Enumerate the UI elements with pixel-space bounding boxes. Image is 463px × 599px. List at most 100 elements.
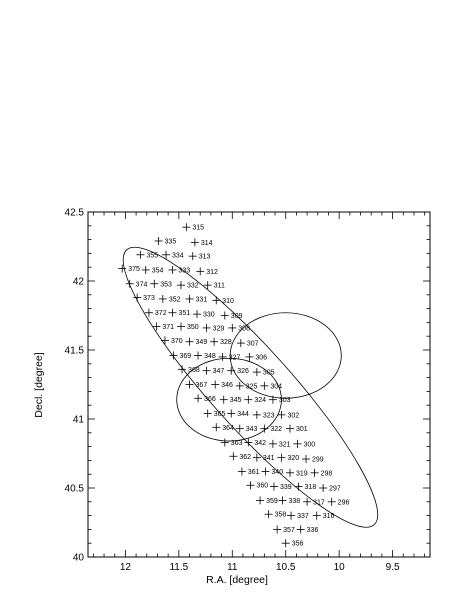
point-label: 331 (196, 296, 208, 303)
x-axis-label: R.A. [degree] (206, 574, 268, 586)
point-label: 326 (237, 368, 249, 375)
y-tick-label: 40.5 (65, 484, 85, 495)
point-label: 365 (214, 411, 226, 418)
point-label: 340 (271, 469, 283, 476)
point-label: 319 (296, 470, 308, 477)
plot-area: 12 11.5 11 10.5 10 9.5 40 40.5 41 41.5 42 42.5 315 33… (65, 208, 431, 573)
point-label: 355 (146, 252, 158, 259)
point-label: 374 (136, 281, 148, 288)
point-label: 297 (329, 486, 341, 493)
point-label: 342 (254, 440, 266, 447)
point-label: 337 (297, 513, 309, 520)
y-axis-label: Decl. [degree] (33, 352, 45, 417)
x-tick-label: 10.5 (276, 562, 296, 573)
y-tick-label: 41.5 (65, 346, 85, 357)
point-label: 354 (152, 267, 164, 274)
point-label: 358 (275, 512, 287, 519)
point-label: 345 (230, 397, 242, 404)
point-label: 333 (178, 267, 190, 274)
point-label: 359 (266, 498, 278, 505)
point-label: 320 (287, 455, 299, 462)
point-label: 313 (199, 254, 211, 261)
point-label: 324 (254, 397, 266, 404)
point-label: 306 (255, 354, 267, 361)
point-label: 351 (178, 310, 190, 317)
point-label: 352 (169, 296, 181, 303)
point-label: 305 (263, 370, 275, 377)
point-label: 370 (171, 338, 183, 345)
point-label: 296 (338, 499, 350, 506)
x-tick-label: 10 (334, 562, 346, 573)
point-label: 302 (287, 412, 299, 419)
y-tick-label: 41 (73, 415, 85, 426)
x-tick-label: 11.5 (169, 562, 188, 573)
point-label: 323 (263, 412, 275, 419)
point-label: 312 (206, 269, 218, 276)
point-label: 347 (213, 368, 225, 375)
x-tick-label: 9.5 (386, 562, 400, 573)
point-label: 341 (263, 455, 275, 462)
point-label: 346 (221, 382, 233, 389)
point-label: 304 (270, 383, 282, 390)
point-label: 300 (303, 441, 315, 448)
point-label: 363 (231, 440, 243, 447)
point-label: 349 (196, 339, 208, 346)
point-label: 375 (128, 266, 140, 273)
point-label: 339 (280, 484, 292, 491)
ellipse-small-lower (176, 357, 282, 442)
y-tick-label: 40 (73, 553, 85, 564)
point-label: 338 (289, 498, 301, 505)
point-label: 316 (323, 513, 335, 520)
point-label: 366 (204, 396, 216, 403)
point-label: 307 (247, 341, 259, 348)
point-label: 329 (213, 325, 225, 332)
point-label: 343 (246, 426, 258, 433)
point-label: 332 (187, 283, 199, 290)
point-label: 368 (188, 367, 200, 374)
point-label: 372 (155, 310, 167, 317)
ellipse-large (122, 246, 379, 528)
point-label: 298 (321, 470, 333, 477)
ellipse-small-upper (229, 312, 342, 399)
point-label: 314 (201, 240, 213, 247)
point-label: 299 (312, 457, 324, 464)
point-label: 303 (279, 397, 291, 404)
point-label: 369 (180, 353, 192, 360)
plot-frame (87, 211, 431, 558)
point-label: 362 (239, 454, 251, 461)
x-tick-label: 12 (120, 562, 132, 573)
point-label: 310 (222, 298, 234, 305)
point-label: 308 (238, 325, 250, 332)
point-label: 353 (160, 281, 172, 288)
x-tick-label: 11 (227, 562, 238, 573)
point-label: 348 (204, 353, 216, 360)
point-label: 335 (165, 238, 177, 245)
point-label: 309 (231, 313, 243, 320)
point-label: 327 (229, 354, 241, 361)
point-label: 373 (143, 295, 155, 302)
point-label: 315 (192, 225, 204, 232)
point-label: 318 (305, 484, 317, 491)
point-label: 325 (246, 383, 258, 390)
point-label: 330 (203, 312, 215, 319)
point-label: 361 (248, 469, 260, 476)
point-label: 360 (256, 483, 268, 490)
point-label: 350 (187, 324, 199, 331)
point-label: 371 (162, 324, 174, 331)
point-label: 322 (270, 426, 282, 433)
point-label: 364 (222, 425, 234, 432)
point-label: 317 (313, 499, 325, 506)
point-label: 344 (237, 411, 249, 418)
y-tick-label: 42 (73, 277, 85, 288)
point-label: 334 (172, 252, 184, 259)
y-tick-label: 42.5 (65, 208, 85, 219)
point-label: 328 (220, 339, 232, 346)
point-label: 357 (283, 527, 295, 534)
point-label: 367 (196, 382, 208, 389)
point-label: 321 (279, 441, 291, 448)
point-label: 336 (307, 527, 319, 534)
point-label: 311 (214, 283, 225, 290)
point-label: 356 (292, 541, 304, 548)
point-label: 301 (296, 426, 308, 433)
